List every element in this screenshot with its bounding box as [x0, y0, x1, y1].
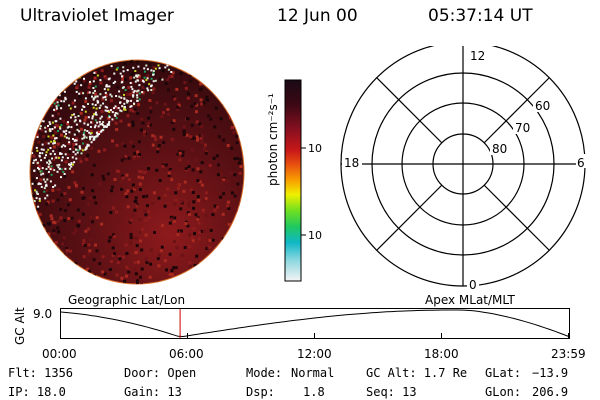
gc-altitude-curve: [60, 309, 571, 338]
polar-diagonal-se: [483, 184, 550, 251]
mlt-label-6: 6: [577, 156, 585, 170]
glat-value: −13.9: [532, 366, 569, 380]
dsp-value: 1.8: [303, 385, 325, 399]
colorbar-unit-label: photon cm⁻²s⁻¹: [266, 93, 280, 186]
timeline-plot: [60, 308, 571, 339]
mlt-label-12: 12: [470, 49, 485, 63]
colorbar-label-10: 10: [308, 229, 322, 242]
uv-image-panel: [29, 59, 245, 285]
date-label: 12 Jun 00: [277, 6, 358, 26]
mlt-label-0: 0: [469, 278, 477, 292]
timeline-y-tick: 9.0: [33, 307, 53, 321]
colorbar-label-100: 100: [308, 142, 322, 155]
x-tick-2359: 23:59: [551, 347, 586, 361]
flight-number: Flt: 1356: [8, 366, 74, 380]
glat-label: GLat:: [485, 366, 522, 380]
mode-value: Normal: [291, 366, 335, 380]
x-tick-1800: 18:00: [424, 347, 459, 361]
lat-label-60: 60: [535, 99, 550, 113]
polar-diagonal-ne: [483, 77, 550, 144]
colorbar-gradient: [284, 79, 302, 282]
glon-value: 206.9: [532, 385, 569, 399]
x-tick-0000: 00:00: [42, 347, 77, 361]
timeline-right-title: Apex MLat/MLT: [425, 293, 515, 307]
timeline-frame: [60, 308, 570, 339]
dsp-label: Dsp:: [246, 385, 275, 399]
polar-diagonal-nw: [376, 77, 443, 144]
timeline-y-label: GC Alt: [13, 307, 27, 345]
sequence-number: Seq: 13: [366, 385, 417, 399]
time-label: 05:37:14 UT: [428, 6, 533, 26]
ip-value: IP: 18.0: [8, 385, 66, 399]
lat-label-80: 80: [492, 142, 507, 156]
timeline-left-title: Geographic Lat/Lon: [68, 293, 186, 307]
mode-label: Mode:: [246, 366, 283, 380]
mlt-label-18: 18: [344, 156, 359, 170]
x-tick-1200: 12:00: [297, 347, 332, 361]
app-title: Ultraviolet Imager: [20, 6, 174, 26]
gc-altitude: GC Alt: 1.7 Re: [366, 366, 468, 380]
glon-label: GLon:: [485, 385, 522, 399]
lat-label-70: 70: [515, 121, 530, 135]
gain-value: Gain: 13: [124, 385, 182, 399]
x-tick-0600: 06:00: [169, 347, 204, 361]
polar-diagonal-sw: [376, 184, 443, 251]
door-status: Door: Open: [124, 366, 197, 380]
polar-plot: 12 0 18 6 60 70 80: [340, 46, 588, 292]
colorbar: 100 10: [284, 79, 322, 282]
